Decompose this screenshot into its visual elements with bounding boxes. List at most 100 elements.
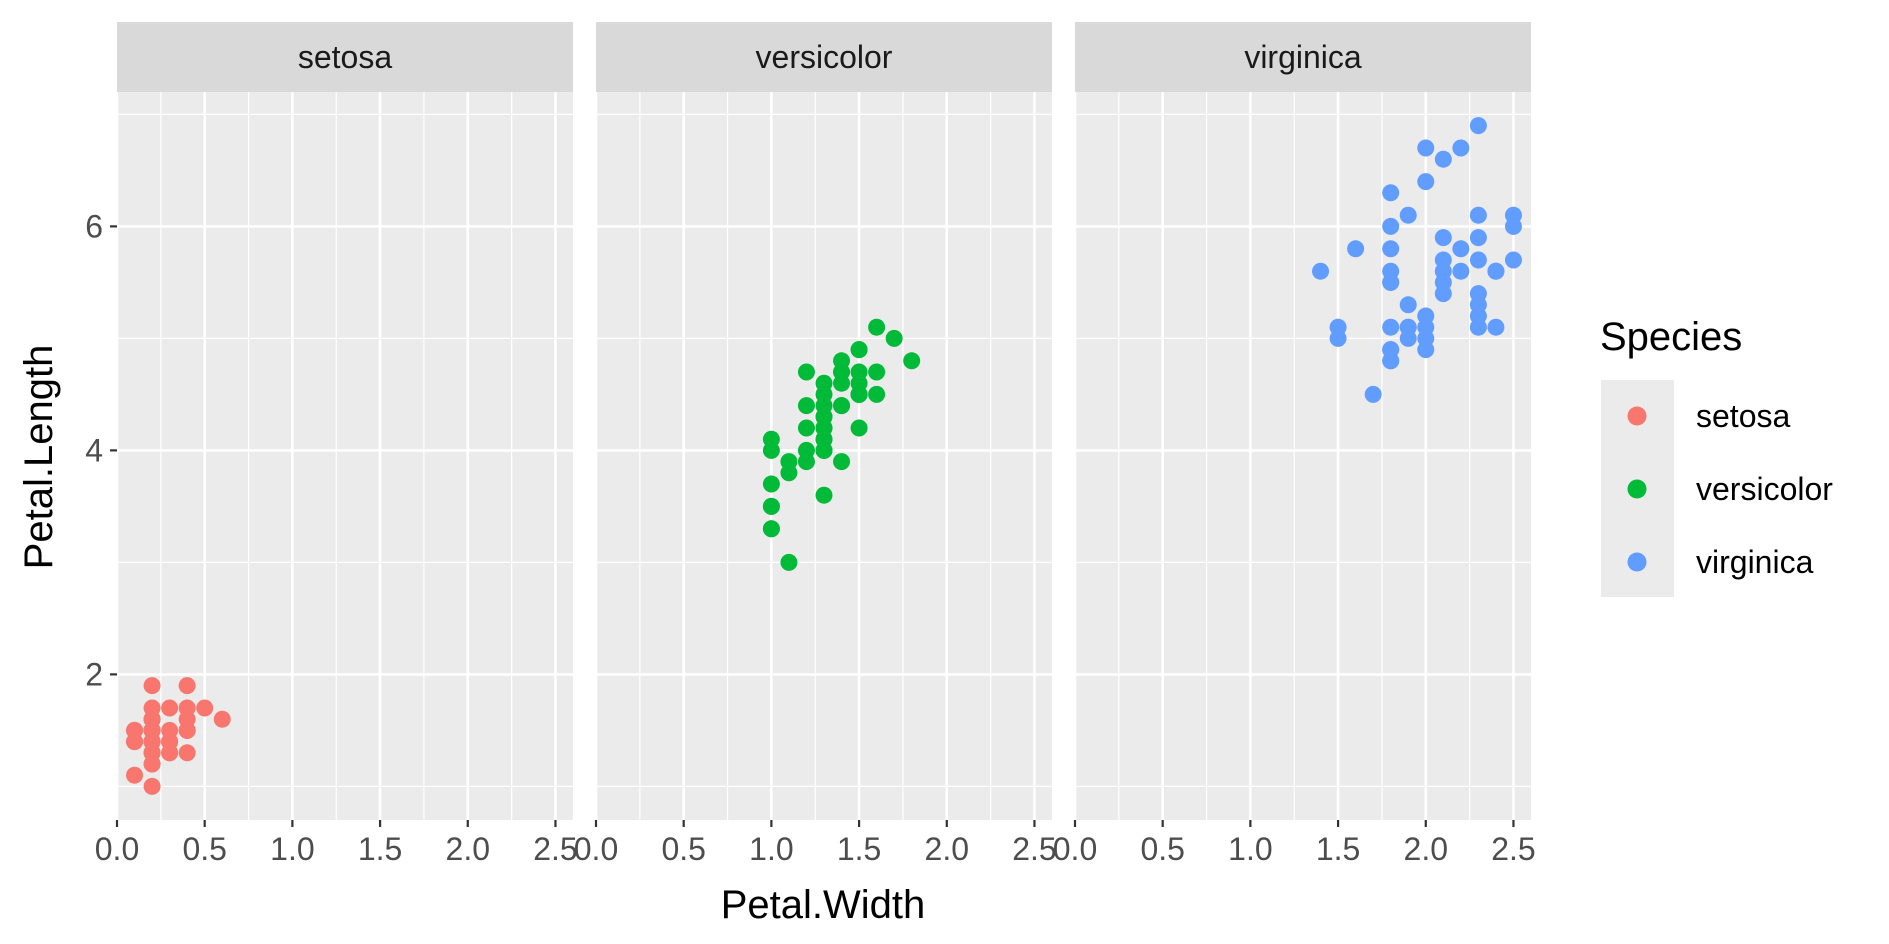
data-point-virginica <box>1417 173 1435 191</box>
legend-key-virginica <box>1627 552 1647 572</box>
data-point-virginica <box>1469 229 1487 247</box>
data-point-setosa <box>178 744 196 762</box>
x-tick-label: 2.0 <box>925 831 969 867</box>
data-point-versicolor <box>762 475 780 493</box>
x-tick-label: 2.5 <box>1012 831 1056 867</box>
data-point-setosa <box>196 699 214 717</box>
data-point-setosa <box>213 710 231 728</box>
legend-label: versicolor <box>1696 471 1833 507</box>
x-tick-label: 2.5 <box>1491 831 1535 867</box>
data-point-versicolor <box>780 464 798 482</box>
data-point-virginica <box>1417 341 1435 359</box>
facet-panels: setosa versicolor virginica <box>115 22 1531 820</box>
legend-key-versicolor <box>1627 479 1647 499</box>
data-point-versicolor <box>762 520 780 538</box>
data-point-versicolor <box>833 352 851 370</box>
data-point-virginica <box>1399 296 1417 314</box>
data-point-virginica <box>1347 240 1365 258</box>
data-point-versicolor <box>762 430 780 448</box>
data-point-virginica <box>1382 184 1400 202</box>
data-point-versicolor <box>833 397 851 415</box>
data-point-setosa <box>161 699 179 717</box>
data-point-virginica <box>1504 206 1522 224</box>
x-tick-label: 0.5 <box>1140 831 1184 867</box>
y-tick-label: 2 <box>85 656 103 692</box>
facet-panel-versicolor: versicolor <box>594 22 1052 820</box>
data-point-versicolor <box>815 430 833 448</box>
data-point-virginica <box>1417 139 1435 157</box>
data-point-versicolor <box>850 385 868 403</box>
legend-items: setosa versicolor virginica <box>1627 398 1833 580</box>
data-point-versicolor <box>780 553 798 571</box>
data-point-setosa <box>126 766 144 784</box>
x-tick-label: 0.5 <box>182 831 226 867</box>
facet-strip-versicolor <box>596 22 1052 92</box>
x-tick-label: 2.0 <box>1404 831 1448 867</box>
data-point-virginica <box>1434 150 1452 168</box>
data-point-virginica <box>1452 262 1470 280</box>
data-point-versicolor <box>797 419 815 437</box>
y-tick-label: 6 <box>85 208 103 244</box>
data-point-versicolor <box>833 453 851 471</box>
data-point-virginica <box>1434 229 1452 247</box>
facet-panel-virginica: virginica <box>1073 22 1531 820</box>
data-point-versicolor <box>868 363 886 381</box>
data-point-virginica <box>1434 285 1452 303</box>
data-point-virginica <box>1417 307 1435 325</box>
data-point-versicolor <box>797 363 815 381</box>
x-tick-label: 1.5 <box>837 831 881 867</box>
data-point-virginica <box>1469 307 1487 325</box>
x-tick-label: 0.0 <box>574 831 618 867</box>
data-point-versicolor <box>868 318 886 336</box>
y-axis-title: Petal.Length <box>17 345 61 570</box>
data-point-versicolor <box>833 374 851 392</box>
y-axis: 2 4 6 <box>85 208 117 692</box>
data-point-versicolor <box>850 341 868 359</box>
data-point-virginica <box>1329 318 1347 336</box>
data-point-virginica <box>1382 217 1400 235</box>
legend-label: setosa <box>1696 398 1790 434</box>
data-point-virginica <box>1487 262 1505 280</box>
data-point-versicolor <box>815 374 833 392</box>
data-point-setosa <box>178 721 196 739</box>
data-point-setosa <box>161 733 179 751</box>
data-point-versicolor <box>762 497 780 515</box>
data-point-versicolor <box>903 352 921 370</box>
data-point-virginica <box>1469 251 1487 269</box>
data-point-setosa <box>143 777 161 795</box>
data-point-virginica <box>1469 117 1487 135</box>
x-axes: 0.0 0.5 1.0 1.5 2.0 2.50.0 0.5 1.0 1.5 2.0 2.50.0 0… <box>95 820 1536 867</box>
panel-background <box>1075 92 1531 820</box>
data-point-virginica <box>1399 329 1417 347</box>
data-point-virginica <box>1364 385 1382 403</box>
facet-strip-setosa <box>117 22 573 92</box>
x-tick-label: 0.5 <box>661 831 705 867</box>
x-tick-label: 1.5 <box>1316 831 1360 867</box>
data-point-setosa <box>143 733 161 751</box>
data-point-setosa <box>143 677 161 695</box>
data-point-versicolor <box>815 486 833 504</box>
x-axis-title: Petal.Width <box>721 883 926 927</box>
x-tick-label: 1.0 <box>270 831 314 867</box>
data-point-versicolor <box>868 385 886 403</box>
data-point-versicolor <box>797 397 815 415</box>
data-point-versicolor <box>850 363 868 381</box>
data-point-versicolor <box>815 408 833 426</box>
x-tick-label: 1.5 <box>358 831 402 867</box>
data-point-virginica <box>1487 318 1505 336</box>
data-point-virginica <box>1312 262 1330 280</box>
panel-background <box>117 92 573 820</box>
facet-strip-label: versicolor <box>756 39 893 75</box>
x-tick-label: 0.0 <box>1053 831 1097 867</box>
x-tick-label: 2.5 <box>533 831 577 867</box>
data-point-versicolor <box>885 329 903 347</box>
facet-strip-label: virginica <box>1244 39 1362 75</box>
data-point-setosa <box>178 677 196 695</box>
facet-strip-label: setosa <box>298 39 392 75</box>
data-point-virginica <box>1382 318 1400 336</box>
x-tick-label: 1.0 <box>1228 831 1272 867</box>
facet-strip-virginica <box>1075 22 1531 92</box>
data-point-virginica <box>1382 240 1400 258</box>
legend: Species setosa versicolor virginica <box>1600 315 1833 597</box>
